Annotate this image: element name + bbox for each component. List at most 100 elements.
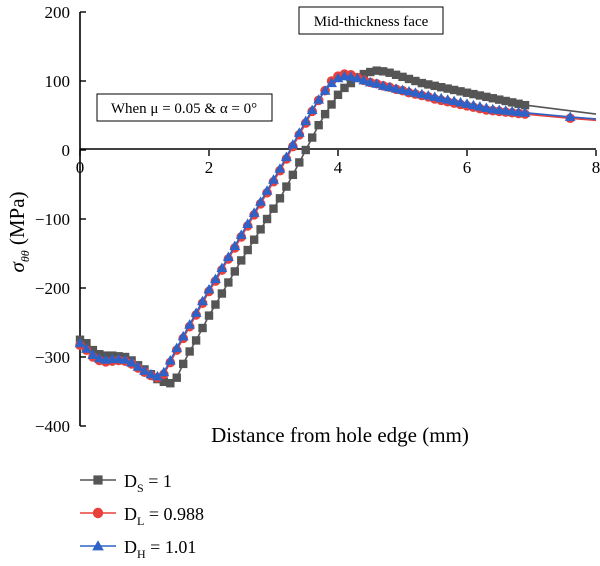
data-point-square xyxy=(269,204,278,213)
y-tick-label: −300 xyxy=(35,348,70,367)
data-point-triangle xyxy=(500,105,512,115)
data-point-triangle xyxy=(377,80,389,90)
data-point-triangle xyxy=(435,92,447,103)
data-point-square xyxy=(469,89,478,99)
data-point-triangle xyxy=(268,174,279,184)
data-point-triangle xyxy=(126,357,137,367)
x-tick-label: 2 xyxy=(205,158,214,177)
data-point-square xyxy=(495,95,504,104)
data-point-triangle xyxy=(255,196,266,206)
data-point-triangle xyxy=(390,83,402,93)
data-point-triangle xyxy=(448,95,460,106)
data-point-square xyxy=(501,96,510,106)
data-point-triangle xyxy=(177,330,189,341)
data-point-triangle xyxy=(222,251,234,261)
data-point-square xyxy=(93,475,103,485)
data-point-square xyxy=(230,267,239,276)
data-point-triangle xyxy=(468,99,479,110)
data-point-triangle xyxy=(145,368,157,379)
data-point-triangle xyxy=(261,185,273,195)
data-point-triangle xyxy=(358,74,370,85)
data-point-triangle xyxy=(197,295,208,306)
data-point-triangle xyxy=(506,105,518,116)
data-point-square xyxy=(430,81,439,91)
legend-label: DS = 1 xyxy=(124,471,172,495)
data-point-triangle xyxy=(184,319,196,329)
data-point-square xyxy=(166,379,175,388)
legend-item: DH = 1.01 xyxy=(80,537,196,561)
data-point-triangle xyxy=(429,91,441,101)
y-tick-label: 100 xyxy=(45,72,71,91)
data-point-triangle xyxy=(513,106,524,117)
data-point-square xyxy=(514,99,523,108)
y-axis-title: σθθ (MPa) xyxy=(5,191,32,272)
data-point-triangle xyxy=(300,115,312,126)
data-point-triangle xyxy=(92,540,104,551)
legend: DS = 1 DL = 0.988 DH = 1.01 xyxy=(80,471,204,561)
data-point-square xyxy=(295,158,304,167)
data-point-square xyxy=(327,100,336,109)
x-tick-label: 4 xyxy=(334,158,343,177)
data-point-triangle xyxy=(113,353,125,364)
data-point-triangle xyxy=(371,78,383,88)
x-tick-label: 0 xyxy=(76,158,85,177)
data-point-triangle xyxy=(364,76,376,87)
data-point-square xyxy=(340,83,349,93)
data-point-triangle xyxy=(293,127,305,137)
data-point-triangle xyxy=(119,354,131,364)
data-point-triangle xyxy=(203,283,215,294)
annotation-mid-thickness-text: Mid-thickness face xyxy=(314,14,429,30)
data-point-square xyxy=(378,67,388,76)
data-point-triangle xyxy=(351,72,363,83)
series-layer xyxy=(74,66,597,388)
y-axis-title-unit: (MPa) xyxy=(5,191,29,250)
data-point-triangle xyxy=(564,111,576,121)
legend-item: DL = 0.988 xyxy=(80,504,204,528)
x-tick-label: 6 xyxy=(463,158,472,177)
data-point-square xyxy=(520,100,530,110)
data-point-triangle xyxy=(210,273,221,284)
data-point-triangle xyxy=(480,102,492,112)
y-tick-label: −100 xyxy=(35,210,70,229)
data-point-square xyxy=(507,98,517,107)
data-point-square xyxy=(443,84,452,93)
data-point-triangle xyxy=(487,103,499,114)
data-point-triangle xyxy=(287,139,299,149)
y-tick-label: −400 xyxy=(35,417,70,436)
data-point-triangle xyxy=(403,85,415,96)
data-point-triangle xyxy=(164,355,176,365)
data-point-triangle xyxy=(139,365,150,375)
data-point-square xyxy=(411,76,420,86)
data-point-square xyxy=(417,78,427,88)
data-point-square xyxy=(449,85,459,95)
data-point-triangle xyxy=(93,352,105,363)
data-point-triangle xyxy=(229,240,241,250)
data-point-square xyxy=(372,66,381,75)
data-point-triangle xyxy=(132,361,144,371)
data-point-triangle xyxy=(274,163,286,173)
data-point-square xyxy=(204,311,214,320)
data-point-triangle xyxy=(158,366,170,377)
annotation-condition: When μ = 0.05 & α = 0° xyxy=(96,93,273,122)
data-point-triangle xyxy=(281,151,292,161)
data-point-square xyxy=(249,235,259,244)
data-point-triangle xyxy=(410,87,421,97)
y-tick-label: −200 xyxy=(35,279,70,298)
data-point-square xyxy=(398,72,407,82)
data-point-triangle xyxy=(313,94,325,104)
data-point-square xyxy=(437,83,446,92)
data-point-square xyxy=(308,133,317,142)
data-point-square xyxy=(359,69,368,79)
data-point-square xyxy=(482,92,491,102)
data-point-triangle xyxy=(416,88,428,99)
data-point-square xyxy=(488,94,497,103)
data-point-square xyxy=(275,194,285,203)
data-point-square xyxy=(172,373,181,382)
data-point-square xyxy=(456,87,465,96)
annotation-condition-text: When μ = 0.05 & α = 0° xyxy=(111,101,257,117)
data-point-triangle xyxy=(345,71,357,81)
data-point-square xyxy=(320,109,330,119)
svg-text:σθθ (MPa): σθθ (MPa) xyxy=(5,191,32,272)
annotation-mid-thickness: Mid-thickness face xyxy=(298,6,444,35)
